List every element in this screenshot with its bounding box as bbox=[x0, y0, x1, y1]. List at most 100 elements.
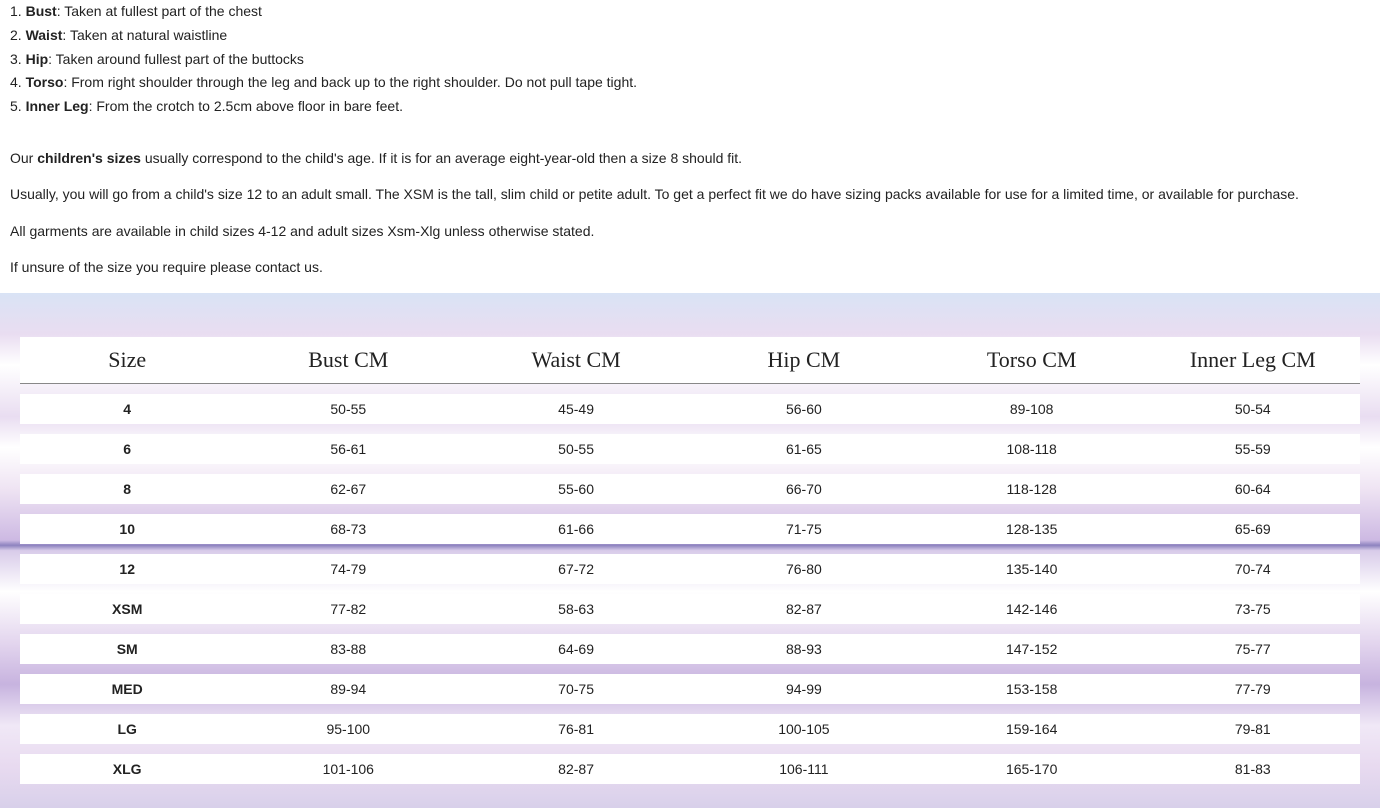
value-cell: 77-82 bbox=[234, 594, 462, 624]
table-row: XLG101-10682-87106-111165-17081-83 bbox=[20, 754, 1360, 784]
measurement-item: 5. Inner Leg: From the crotch to 2.5cm a… bbox=[10, 95, 1370, 119]
item-term: Inner Leg bbox=[26, 98, 89, 114]
separator: : bbox=[48, 51, 56, 67]
value-cell: 82-87 bbox=[462, 754, 690, 784]
value-cell: 135-140 bbox=[918, 554, 1146, 584]
value-cell: 71-75 bbox=[690, 514, 918, 544]
column-header: Hip CM bbox=[690, 337, 918, 384]
value-cell: 70-75 bbox=[462, 674, 690, 704]
value-cell: 100-105 bbox=[690, 714, 918, 744]
measurement-item: 1. Bust: Taken at fullest part of the ch… bbox=[10, 0, 1370, 24]
value-cell: 60-64 bbox=[1146, 474, 1360, 504]
value-cell: 70-74 bbox=[1146, 554, 1360, 584]
separator: : bbox=[62, 27, 70, 43]
value-cell: 64-69 bbox=[462, 634, 690, 664]
item-term: Torso bbox=[26, 74, 64, 90]
value-cell: 76-80 bbox=[690, 554, 918, 584]
measurement-item: 3. Hip: Taken around fullest part of the… bbox=[10, 48, 1370, 72]
value-cell: 147-152 bbox=[918, 634, 1146, 664]
contact-note: If unsure of the size you require please… bbox=[10, 256, 1370, 278]
value-cell: 55-59 bbox=[1146, 434, 1360, 464]
text: Our bbox=[10, 150, 37, 166]
value-cell: 58-63 bbox=[462, 594, 690, 624]
value-cell: 88-93 bbox=[690, 634, 918, 664]
value-cell: 55-60 bbox=[462, 474, 690, 504]
table-header-row: SizeBust CMWaist CMHip CMTorso CMInner L… bbox=[20, 337, 1360, 384]
table-row: 1068-7361-6671-75128-13565-69 bbox=[20, 514, 1360, 544]
value-cell: 62-67 bbox=[234, 474, 462, 504]
size-chart-panel: SizeBust CMWaist CMHip CMTorso CMInner L… bbox=[0, 293, 1380, 808]
value-cell: 68-73 bbox=[234, 514, 462, 544]
children-size-note: Our children's sizes usually correspond … bbox=[10, 147, 1370, 169]
size-cell: 8 bbox=[20, 474, 234, 504]
value-cell: 165-170 bbox=[918, 754, 1146, 784]
size-cell: MED bbox=[20, 674, 234, 704]
value-cell: 106-111 bbox=[690, 754, 918, 784]
value-cell: 50-55 bbox=[462, 434, 690, 464]
item-description: Taken around fullest part of the buttock… bbox=[56, 51, 304, 67]
value-cell: 75-77 bbox=[1146, 634, 1360, 664]
measurement-item: 4. Torso: From right shoulder through th… bbox=[10, 71, 1370, 95]
value-cell: 61-65 bbox=[690, 434, 918, 464]
table-row: XSM77-8258-6382-87142-14673-75 bbox=[20, 594, 1360, 624]
value-cell: 61-66 bbox=[462, 514, 690, 544]
item-description: From right shoulder through the leg and … bbox=[71, 74, 637, 90]
value-cell: 142-146 bbox=[918, 594, 1146, 624]
size-cell: 6 bbox=[20, 434, 234, 464]
item-term: Bust bbox=[26, 3, 57, 19]
column-header: Size bbox=[20, 337, 234, 384]
table-row: SM83-8864-6988-93147-15275-77 bbox=[20, 634, 1360, 664]
measurement-item: 2. Waist: Taken at natural waistline bbox=[10, 24, 1370, 48]
value-cell: 50-54 bbox=[1146, 394, 1360, 424]
item-number: 2. bbox=[10, 27, 26, 43]
size-cell: 10 bbox=[20, 514, 234, 544]
size-chart-table: SizeBust CMWaist CMHip CMTorso CMInner L… bbox=[20, 327, 1360, 794]
item-description: Taken at fullest part of the chest bbox=[64, 3, 262, 19]
value-cell: 73-75 bbox=[1146, 594, 1360, 624]
column-header: Bust CM bbox=[234, 337, 462, 384]
value-cell: 118-128 bbox=[918, 474, 1146, 504]
item-description: Taken at natural waistline bbox=[70, 27, 227, 43]
value-cell: 101-106 bbox=[234, 754, 462, 784]
value-cell: 95-100 bbox=[234, 714, 462, 744]
size-cell: XLG bbox=[20, 754, 234, 784]
value-cell: 128-135 bbox=[918, 514, 1146, 544]
item-term: Waist bbox=[26, 27, 63, 43]
item-term: Hip bbox=[26, 51, 49, 67]
sizing-pack-note: Usually, you will go from a child's size… bbox=[10, 183, 1370, 205]
column-header: Waist CM bbox=[462, 337, 690, 384]
item-number: 3. bbox=[10, 51, 26, 67]
table-row: 450-5545-4956-6089-10850-54 bbox=[20, 394, 1360, 424]
text: usually correspond to the child's age. I… bbox=[141, 150, 742, 166]
measurement-definitions: 1. Bust: Taken at fullest part of the ch… bbox=[10, 0, 1370, 119]
table-row: LG95-10076-81100-105159-16479-81 bbox=[20, 714, 1360, 744]
table-row: 1274-7967-7276-80135-14070-74 bbox=[20, 554, 1360, 584]
value-cell: 81-83 bbox=[1146, 754, 1360, 784]
value-cell: 89-94 bbox=[234, 674, 462, 704]
value-cell: 89-108 bbox=[918, 394, 1146, 424]
value-cell: 83-88 bbox=[234, 634, 462, 664]
column-header: Inner Leg CM bbox=[1146, 337, 1360, 384]
value-cell: 65-69 bbox=[1146, 514, 1360, 544]
size-cell: 12 bbox=[20, 554, 234, 584]
item-number: 1. bbox=[10, 3, 26, 19]
value-cell: 159-164 bbox=[918, 714, 1146, 744]
size-cell: 4 bbox=[20, 394, 234, 424]
size-cell: LG bbox=[20, 714, 234, 744]
item-number: 4. bbox=[10, 74, 26, 90]
item-description: From the crotch to 2.5cm above floor in … bbox=[96, 98, 403, 114]
column-header: Torso CM bbox=[918, 337, 1146, 384]
size-cell: SM bbox=[20, 634, 234, 664]
value-cell: 67-72 bbox=[462, 554, 690, 584]
availability-note: All garments are available in child size… bbox=[10, 220, 1370, 242]
item-number: 5. bbox=[10, 98, 26, 114]
table-row: 862-6755-6066-70118-12860-64 bbox=[20, 474, 1360, 504]
value-cell: 79-81 bbox=[1146, 714, 1360, 744]
value-cell: 82-87 bbox=[690, 594, 918, 624]
table-row: MED89-9470-7594-99153-15877-79 bbox=[20, 674, 1360, 704]
value-cell: 50-55 bbox=[234, 394, 462, 424]
value-cell: 153-158 bbox=[918, 674, 1146, 704]
value-cell: 108-118 bbox=[918, 434, 1146, 464]
value-cell: 45-49 bbox=[462, 394, 690, 424]
value-cell: 77-79 bbox=[1146, 674, 1360, 704]
